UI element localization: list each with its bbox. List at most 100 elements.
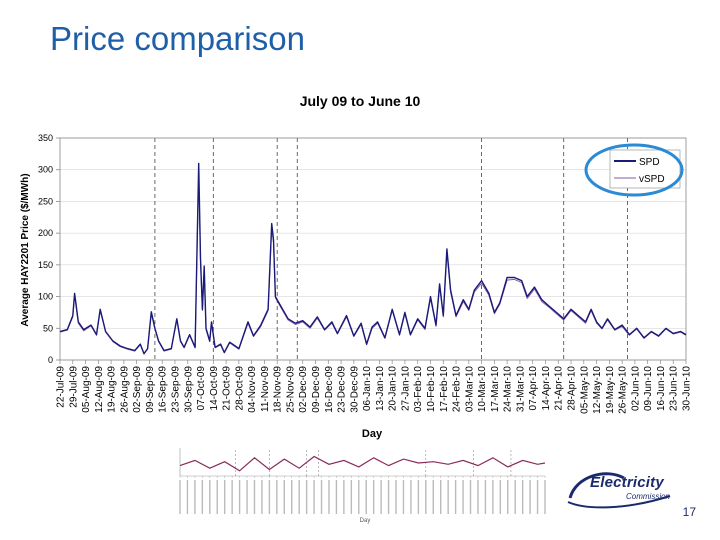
x-tick-label: 23-Dec-09 (337, 366, 348, 413)
y-axis-label: Average HAY2201 Price ($/MWh) (20, 173, 31, 326)
x-tick-label: 02-Dec-09 (298, 366, 309, 413)
inset-x-tick-text-blur (313, 480, 315, 514)
x-tick-label: 05-Aug-09 (81, 366, 92, 413)
electricity-commission-logo: Electricity Commission (566, 468, 674, 512)
inset-x-tick-text-blur (335, 480, 338, 514)
x-tick-label: 11-Nov-09 (260, 366, 271, 412)
y-tick-label: 300 (38, 165, 53, 175)
inset-x-tick-text-blur (499, 480, 502, 514)
inset-x-tick-text-blur (462, 480, 464, 514)
inset-x-axis-label: Day (360, 518, 371, 524)
y-tick-label: 100 (38, 292, 53, 302)
x-tick-label: 21-Oct-09 (222, 366, 233, 411)
x-axis-label: Day (362, 428, 383, 440)
legend: SPD vSPD (584, 143, 684, 197)
x-tick-label: 06-Jan-10 (362, 366, 373, 411)
x-tick-label: 09-Dec-09 (311, 366, 322, 413)
x-tick-label: 27-Jan-10 (400, 366, 411, 411)
logo-wordmark: Electricity (590, 474, 664, 491)
inset-x-tick-text-blur (477, 480, 479, 514)
x-tick-label: 28-Oct-09 (234, 366, 245, 411)
slide-title: Price comparison (50, 20, 305, 57)
x-tick-label: 14-Apr-10 (541, 366, 552, 411)
inset-x-tick-text-blur (358, 480, 360, 514)
inset-x-tick-text-blur (432, 480, 434, 514)
inset-x-tick-text-blur (507, 480, 509, 514)
inset-x-tick-text-blur (395, 480, 397, 514)
x-tick-label: 16-Sep-09 (158, 366, 169, 413)
x-tick-label: 20-Jan-10 (388, 366, 399, 411)
x-tick-label: 14-Oct-09 (209, 366, 220, 411)
y-tick-label: 350 (38, 133, 53, 143)
x-tick-label: 17-Feb-10 (439, 366, 450, 413)
x-tick-label: 16-Dec-09 (324, 366, 335, 413)
inset-x-tick-text-blur (417, 480, 420, 514)
inset-x-tick-text-blur (186, 480, 189, 514)
x-tick-label: 03-Mar-10 (464, 366, 475, 413)
inset-x-tick-text-blur (521, 480, 524, 514)
x-tick-label: 26-May-10 (618, 366, 629, 414)
legend-label-vspd: vSPD (639, 174, 665, 185)
x-tick-label: 09-Sep-09 (145, 366, 156, 413)
inset-x-tick-text-blur (201, 480, 204, 514)
series-line-spd (59, 162, 687, 355)
inset-x-tick-text-blur (536, 480, 539, 514)
x-tick-label: 30-Jun-10 (682, 366, 693, 411)
x-tick-label: 23-Sep-09 (170, 366, 181, 413)
x-tick-label: 12-May-10 (592, 366, 603, 414)
inset-x-tick-text-blur (380, 480, 382, 514)
inset-x-tick-text-blur (223, 480, 226, 514)
x-tick-label: 30-Sep-09 (183, 366, 194, 413)
inset-x-tick-text-blur (410, 480, 412, 514)
inset-x-tick-text-blur (291, 480, 293, 514)
inset-x-tick-text-blur (231, 480, 233, 514)
y-tick-label: 50 (43, 323, 53, 333)
x-tick-label: 13-Jan-10 (375, 366, 386, 411)
inset-x-tick-text-blur (305, 480, 308, 514)
inset-x-tick-text-blur (514, 480, 516, 514)
inset-x-tick-text-blur (276, 480, 278, 514)
inset-x-tick-text-blur (454, 480, 457, 514)
x-tick-label: 24-Feb-10 (452, 366, 463, 413)
x-tick-label: 02-Sep-09 (132, 366, 143, 413)
inset-x-tick-text-blur (238, 480, 241, 514)
x-tick-label: 12-Aug-09 (94, 366, 105, 413)
inset-x-tick-text-blur (209, 480, 211, 514)
inset-x-tick-text-blur (365, 480, 367, 514)
inset-x-tick-text-blur (544, 480, 546, 514)
x-tick-label: 04-Nov-09 (247, 366, 258, 413)
chart-title: July 09 to June 10 (300, 93, 421, 109)
x-tick-label: 24-Mar-10 (503, 366, 514, 413)
x-tick-label: 25-Nov-09 (285, 366, 296, 413)
x-tick-label: 28-Apr-10 (567, 366, 578, 411)
inset-x-tick-text-blur (283, 480, 285, 514)
inset-x-tick-text-blur (484, 480, 487, 514)
logo-swoosh-icon (567, 472, 671, 509)
inset-x-tick-text-blur (343, 480, 345, 514)
y-tick-label: 0 (48, 355, 53, 365)
legend-highlight-circle (584, 143, 684, 197)
inset-x-tick-text-blur (529, 480, 531, 514)
inset-line-chart: Day (179, 448, 546, 524)
inset-x-tick-text-blur (447, 480, 449, 514)
x-tick-label: 03-Feb-10 (413, 366, 424, 413)
x-tick-label: 07-Apr-10 (528, 366, 539, 411)
inset-x-tick-text-blur (328, 480, 330, 514)
x-tick-label: 02-Jun-10 (630, 366, 641, 411)
inset-x-tick-text-blur (194, 480, 196, 514)
legend-box (609, 149, 681, 189)
x-tick-label: 22-Jul-09 (56, 366, 67, 408)
x-tick-label: 17-Mar-10 (490, 366, 501, 413)
x-tick-label: 18-Nov-09 (273, 366, 284, 413)
inset-x-tick-text-blur (298, 480, 300, 514)
x-tick-label: 10-Feb-10 (426, 366, 437, 413)
inset-x-tick-text-blur (320, 480, 323, 514)
inset-x-tick-text-blur (261, 480, 263, 514)
inset-x-tick-text-blur (492, 480, 494, 514)
logo-subtitle: Commission (626, 492, 671, 501)
plot-area-frame (59, 137, 687, 361)
price-line-chart: July 09 to June 10 Average HAY2201 Price… (20, 93, 693, 440)
inset-x-tick-text-blur (425, 480, 427, 514)
y-tick-label: 150 (38, 260, 53, 270)
inset-series-line (179, 455, 546, 472)
